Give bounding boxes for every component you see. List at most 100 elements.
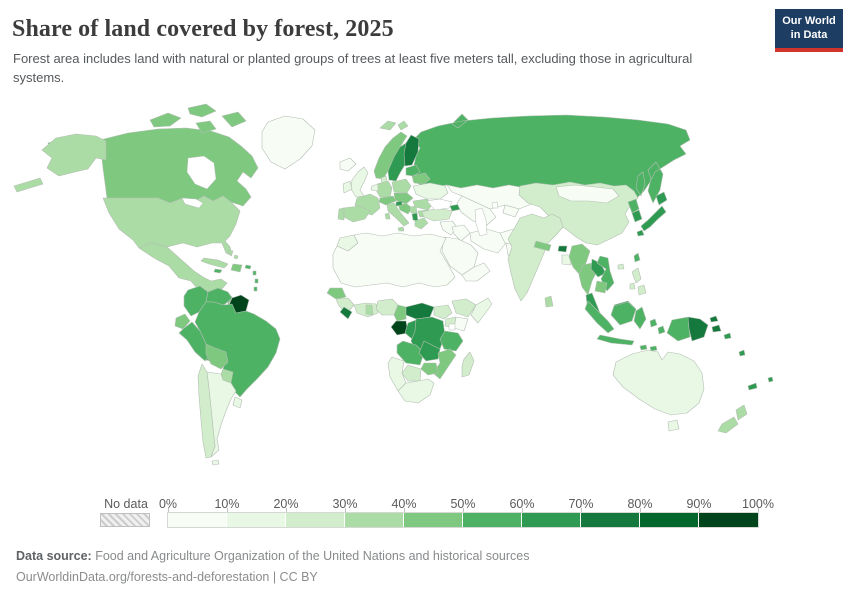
country-iran[interactable] [469, 228, 507, 254]
country-iraq[interactable] [451, 224, 471, 242]
chart-footer: Data source: Food and Agriculture Organi… [16, 546, 529, 588]
country-cuba[interactable] [200, 257, 229, 269]
country-greenland[interactable] [261, 115, 316, 170]
country-austria-switzerland[interactable] [378, 195, 397, 206]
country-svalbard[interactable] [379, 120, 409, 131]
country-portugal[interactable] [337, 207, 345, 221]
country-south-sudan[interactable] [433, 304, 453, 320]
country-bangladesh[interactable] [561, 254, 572, 266]
country-finland[interactable] [403, 134, 420, 167]
country-kenya[interactable] [453, 316, 469, 332]
country-philippines[interactable] [629, 267, 647, 296]
country-ukraine[interactable] [412, 182, 449, 200]
country-japan[interactable] [636, 191, 668, 237]
country-yemen-oman[interactable] [461, 262, 491, 282]
country-canada[interactable] [99, 127, 259, 207]
country-italy[interactable] [384, 202, 410, 232]
legend-tick-label: 40% [391, 497, 417, 511]
country-poland[interactable] [391, 178, 412, 194]
legend-tick-mark [581, 508, 582, 513]
country-ireland[interactable] [342, 180, 353, 194]
data-source-text: Food and Agriculture Organization of the… [91, 549, 530, 563]
country-iceland[interactable] [339, 157, 357, 172]
country-romania[interactable] [412, 198, 433, 211]
country-cambodia[interactable] [594, 280, 608, 294]
legend-tick-mark [699, 508, 700, 513]
legend-bin-swatch[interactable] [581, 513, 640, 527]
country-indonesia[interactable] [584, 300, 691, 352]
country-china[interactable] [518, 181, 639, 270]
legend-bin-swatch[interactable] [699, 513, 758, 527]
country-montenegro-albania[interactable] [411, 212, 419, 222]
country-botswana[interactable] [401, 364, 422, 382]
legend-tick-mark [404, 508, 405, 513]
country-ecuador[interactable] [174, 313, 191, 330]
country-ghana[interactable] [365, 304, 374, 316]
legend-no-data-swatch[interactable] [100, 513, 150, 527]
legend-bin-swatch[interactable] [404, 513, 463, 527]
country-sri-lanka[interactable] [544, 295, 554, 308]
country-uk[interactable] [350, 166, 369, 198]
legend-tick-mark [168, 508, 169, 513]
country-slovenia[interactable] [395, 200, 403, 207]
country-car[interactable] [405, 302, 435, 320]
legend-bin-swatch[interactable] [286, 513, 345, 527]
country-benelux[interactable] [370, 183, 379, 192]
country-baltics[interactable] [405, 164, 421, 177]
country-nepal[interactable] [533, 240, 552, 252]
country-germany[interactable] [375, 180, 393, 198]
country-croatia-bosnia[interactable] [397, 203, 413, 215]
country-new-zealand[interactable] [717, 404, 748, 434]
legend-bin-swatch[interactable] [463, 513, 522, 527]
country-belarus[interactable] [411, 172, 431, 185]
country-vietnam[interactable] [596, 255, 615, 292]
country-senegal[interactable] [326, 287, 347, 300]
legend-bin-swatch[interactable] [168, 513, 227, 527]
country-caribbean-islands[interactable] [213, 264, 259, 292]
country-ethiopia[interactable] [451, 298, 477, 318]
country-canada-islands[interactable] [149, 103, 247, 134]
country-south-africa[interactable] [397, 378, 435, 404]
country-mozambique[interactable] [432, 348, 457, 380]
country-taiwan[interactable] [633, 252, 641, 263]
country-sahara-belt[interactable] [332, 232, 456, 288]
country-madagascar[interactable] [461, 351, 475, 378]
legend-bin-swatch[interactable] [522, 513, 581, 527]
country-australia[interactable] [612, 349, 705, 432]
country-chile[interactable] [197, 363, 216, 459]
legend-bin-swatch[interactable] [227, 513, 286, 527]
country-png[interactable] [687, 315, 722, 342]
country-bhutan[interactable] [557, 245, 568, 253]
country-somalia[interactable] [470, 297, 493, 324]
country-guinea-group[interactable] [335, 297, 355, 314]
country-pacific-islands[interactable] [723, 332, 774, 391]
country-north-korea[interactable] [627, 198, 640, 214]
country-usa[interactable] [102, 195, 241, 257]
country-tanzania[interactable] [439, 330, 464, 352]
legend-bin-swatch[interactable] [345, 513, 404, 527]
country-hispaniola[interactable] [230, 263, 243, 273]
country-liberia[interactable] [339, 306, 353, 320]
country-central-asia[interactable] [456, 195, 520, 226]
country-uruguay[interactable] [232, 396, 243, 409]
owid-logo[interactable]: Our World in Data [775, 9, 843, 52]
country-bahamas[interactable] [227, 249, 239, 260]
canonical-url-line[interactable]: OurWorldinData.org/forests-and-deforesta… [16, 570, 318, 584]
legend-tick-label: 60% [509, 497, 535, 511]
country-mexico[interactable] [138, 242, 228, 292]
country-zimbabwe[interactable] [420, 362, 439, 376]
country-bolivia[interactable] [205, 343, 229, 370]
country-angola[interactable] [396, 340, 425, 366]
country-gabon[interactable] [390, 320, 409, 336]
legend-color-bar [167, 512, 759, 528]
legend-tick-mark [758, 508, 759, 513]
country-india[interactable] [507, 213, 564, 302]
country-south-korea[interactable] [631, 209, 643, 223]
country-greece[interactable] [414, 217, 429, 230]
country-zambia[interactable] [418, 340, 441, 362]
legend-bin-swatch[interactable] [640, 513, 699, 527]
data-source-label: Data source: [16, 549, 92, 563]
country-alaska[interactable] [13, 133, 107, 193]
country-mongolia[interactable] [555, 184, 620, 204]
country-brazil[interactable] [194, 301, 281, 398]
